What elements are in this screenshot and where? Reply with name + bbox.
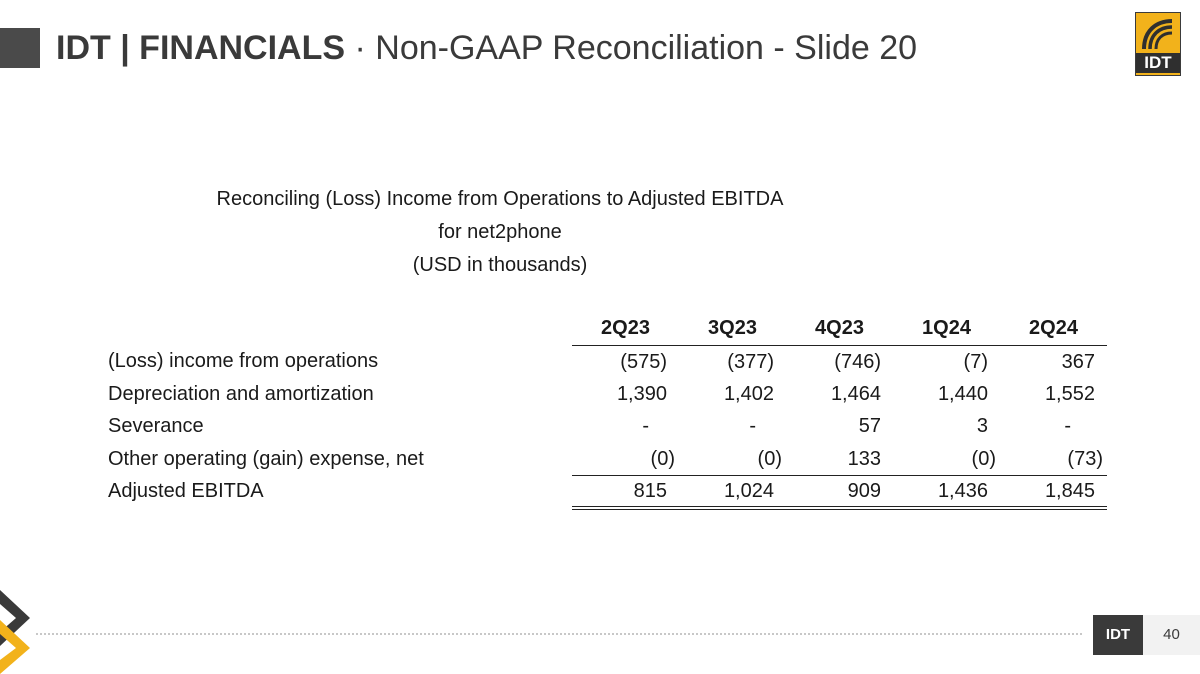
row-label: Adjusted EBITDA bbox=[108, 480, 264, 503]
title-section: IDT | FINANCIALS bbox=[56, 29, 346, 67]
cell-value: (0) bbox=[679, 443, 786, 476]
title-separator: · bbox=[345, 29, 376, 67]
column-header: 4Q23 bbox=[786, 312, 893, 346]
cell-value: 133 bbox=[786, 443, 893, 476]
cell-value: (746) bbox=[834, 350, 881, 373]
cell-value: (575) bbox=[620, 350, 667, 373]
cell-value: 1,390 bbox=[616, 382, 667, 405]
table-row-total: Adjusted EBITDA 815 1,024 909 1,436 1,84… bbox=[108, 475, 1107, 510]
title-subject: Non-GAAP Reconciliation - Slide 20 bbox=[375, 29, 918, 67]
footer-brand-tag: IDT bbox=[1093, 615, 1143, 655]
cell-value: 1,436 bbox=[893, 475, 1000, 510]
cell-value: - bbox=[749, 415, 756, 438]
cell-value: 1,464 bbox=[830, 382, 881, 405]
row-label: Depreciation and amortization bbox=[108, 382, 374, 405]
column-header: 2Q24 bbox=[1000, 312, 1107, 346]
column-header: 3Q23 bbox=[679, 312, 786, 346]
logo-text: IDT bbox=[1136, 53, 1180, 73]
cell-value: 1,845 bbox=[1000, 475, 1107, 510]
cell-value: 3 bbox=[976, 415, 988, 438]
cell-value: (0) bbox=[572, 443, 679, 476]
idt-logo: IDT bbox=[1135, 12, 1181, 76]
cell-value: (73) bbox=[1000, 443, 1107, 476]
reconciliation-table: 2Q23 3Q23 4Q23 1Q24 2Q24 (Loss) income f… bbox=[108, 312, 1107, 510]
cell-value: 1,402 bbox=[723, 382, 774, 405]
cell-value: (7) bbox=[963, 350, 988, 373]
chevron-decoration-icon bbox=[0, 590, 30, 674]
column-header: 2Q23 bbox=[572, 312, 679, 346]
footer-divider bbox=[36, 633, 1082, 635]
cell-value: 815 bbox=[572, 475, 679, 510]
table-row: Severance - - 57 3 - bbox=[108, 411, 1107, 444]
heading-line-2: for net2phone bbox=[438, 221, 562, 243]
header-blank bbox=[108, 312, 572, 346]
table-header-row: 2Q23 3Q23 4Q23 1Q24 2Q24 bbox=[108, 312, 1107, 346]
cell-value: 909 bbox=[786, 475, 893, 510]
column-header: 1Q24 bbox=[893, 312, 1000, 346]
table-row: Depreciation and amortization 1,390 1,40… bbox=[108, 378, 1107, 411]
heading-line-1: Reconciling (Loss) Income from Operation… bbox=[216, 188, 784, 210]
cell-value: 1,024 bbox=[679, 475, 786, 510]
logo-arc-icon bbox=[1142, 19, 1173, 50]
row-label: (Loss) income from operations bbox=[108, 350, 379, 373]
table-row: Other operating (gain) expense, net (0) … bbox=[108, 443, 1107, 476]
cell-value: 57 bbox=[858, 415, 881, 438]
row-label: Other operating (gain) expense, net bbox=[108, 447, 424, 470]
cell-value: (377) bbox=[727, 350, 774, 373]
cell-value: 1,440 bbox=[937, 382, 988, 405]
table-row: (Loss) income from operations (575) (377… bbox=[108, 346, 1107, 379]
title-accent-block bbox=[0, 28, 40, 68]
row-label: Severance bbox=[108, 415, 204, 438]
heading-line-3: (USD in thousands) bbox=[412, 254, 588, 276]
cell-value: - bbox=[1064, 415, 1071, 438]
cell-value: - bbox=[642, 415, 649, 438]
table-heading: Reconciling (Loss) Income from Operation… bbox=[170, 183, 830, 282]
cell-value: 1,552 bbox=[1044, 382, 1095, 405]
cell-value: (0) bbox=[893, 443, 1000, 476]
page-title: IDT | FINANCIALS · Non-GAAP Reconciliati… bbox=[56, 26, 917, 70]
cell-value: 367 bbox=[1061, 350, 1095, 373]
page-number: 40 bbox=[1143, 615, 1200, 655]
